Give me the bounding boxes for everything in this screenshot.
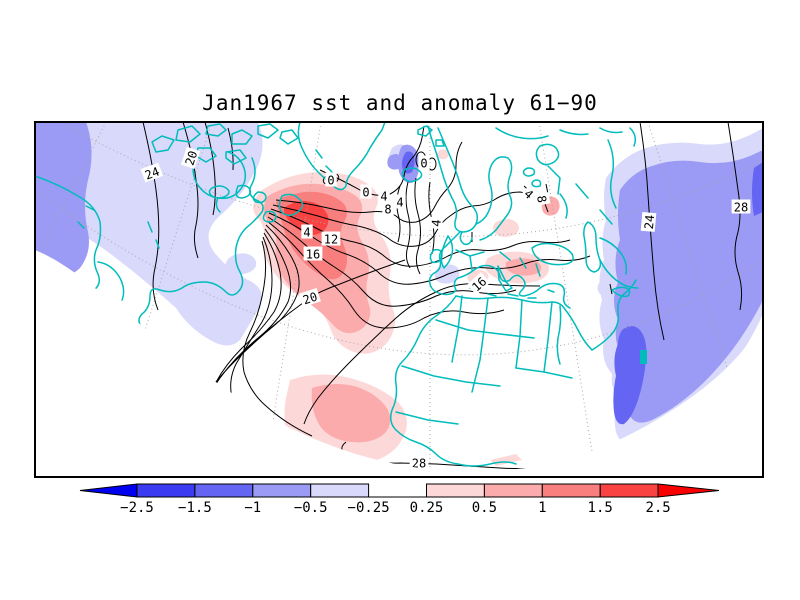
colorbar-tick-label: −1.5 — [178, 500, 212, 516]
screenshot-root: Jan1967 sst and anomaly 61−90 — [0, 0, 800, 600]
contour-label-28: 28 — [732, 200, 751, 215]
contour-label-12: 12 — [322, 232, 341, 247]
colorbar-tick-label: −2.5 — [120, 500, 154, 516]
contour-label-0: 0 — [418, 156, 429, 171]
svg-text:16: 16 — [306, 248, 320, 262]
colorbar-right-arrow — [658, 484, 719, 497]
contour-label-24: 24 — [641, 212, 658, 232]
colorbar-tick-label: −0.5 — [294, 500, 328, 516]
svg-text:0: 0 — [327, 174, 334, 188]
colorbar-tick-label: −0.25 — [348, 500, 390, 516]
colorbar-segment — [600, 484, 658, 497]
svg-text:8: 8 — [384, 203, 391, 217]
colorbar-segment — [253, 484, 311, 497]
anomaly-colorbar: −2.5 −1.5 −1 −0.5 −0.25 0.25 0.5 1 1.5 2.5 — [80, 484, 719, 516]
colorbar-segment — [542, 484, 600, 497]
colorbar-left-arrow — [80, 484, 137, 497]
svg-text:28: 28 — [734, 201, 748, 215]
colorbar-segment — [484, 484, 542, 497]
svg-text:0: 0 — [420, 157, 427, 171]
plot-canvas: Jan1967 sst and anomaly 61−90 — [0, 0, 800, 600]
svg-text:4: 4 — [429, 219, 444, 227]
contour-label-0: 0 — [360, 185, 371, 200]
colorbar-segment — [311, 484, 369, 497]
svg-text:0: 0 — [362, 186, 369, 200]
colorbar-segment — [137, 484, 195, 497]
colorbar-tick-label: 0.25 — [410, 500, 444, 516]
colorbar-tick-label: 1.5 — [588, 500, 613, 516]
contour-label-16: 16 — [304, 247, 323, 262]
svg-text:4: 4 — [303, 226, 310, 240]
contour-label-4: 4 — [394, 195, 405, 210]
plot-title: Jan1967 sst and anomaly 61−90 — [202, 91, 598, 115]
contour-label-8: 8 — [382, 202, 393, 217]
colorbar-segment — [427, 484, 485, 497]
colorbar-segment — [195, 484, 253, 497]
svg-text:4: 4 — [380, 190, 387, 204]
svg-text:12: 12 — [324, 233, 338, 247]
contour-label-4: 4 — [428, 217, 444, 230]
colorbar-tick-label: 2.5 — [645, 500, 670, 516]
svg-text:4: 4 — [396, 196, 403, 210]
contour-label-4: 4 — [378, 189, 389, 204]
contour-label-4: 4 — [301, 225, 312, 240]
colorbar-tick-label: −1 — [244, 500, 261, 516]
contour-label-0: 0 — [325, 173, 336, 188]
colorbar-tick-label: 1 — [538, 500, 546, 516]
svg-text:24: 24 — [642, 214, 657, 230]
colorbar-tick-label: 0.5 — [472, 500, 497, 516]
